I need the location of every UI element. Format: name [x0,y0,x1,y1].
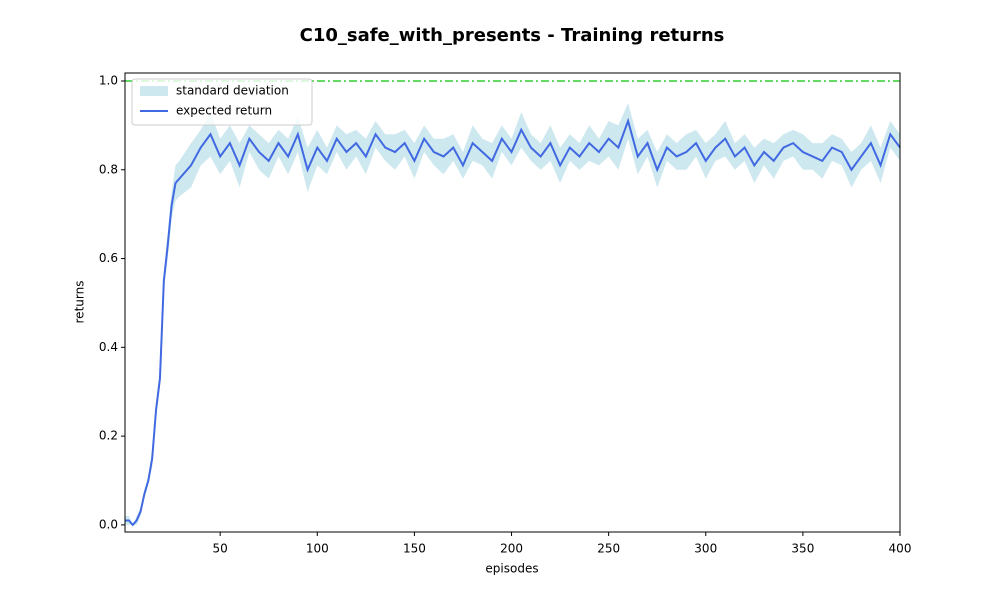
y-tick-label: 0.6 [99,251,118,265]
x-tick-label: 50 [213,542,228,556]
legend-box [131,78,313,126]
x-axis-label: episodes [485,562,538,576]
chart-title: C10_safe_with_presents - Training return… [300,25,725,46]
y-tick-label: 0.4 [99,340,118,354]
x-tick-label: 350 [791,542,814,556]
x-tick-label: 250 [597,542,620,556]
y-tick-label: 0.0 [99,517,118,531]
legend-swatch [140,86,168,96]
x-tick-label: 150 [403,542,426,556]
x-tick-label: 100 [306,542,329,556]
y-tick-label: 1.0 [99,73,118,87]
x-tick-label: 200 [500,542,523,556]
y-axis-label: returns [73,281,87,324]
x-tick-label: 400 [889,542,912,556]
line [125,117,901,527]
std-band [125,103,900,525]
legend-label: standard deviation [176,84,289,98]
y-tick-label: 0.2 [99,429,118,443]
y-tick-label: 0.8 [99,162,118,176]
x-tick-label: 300 [694,542,717,556]
plot-frame [124,72,901,533]
legend-label: expected return [176,104,272,118]
